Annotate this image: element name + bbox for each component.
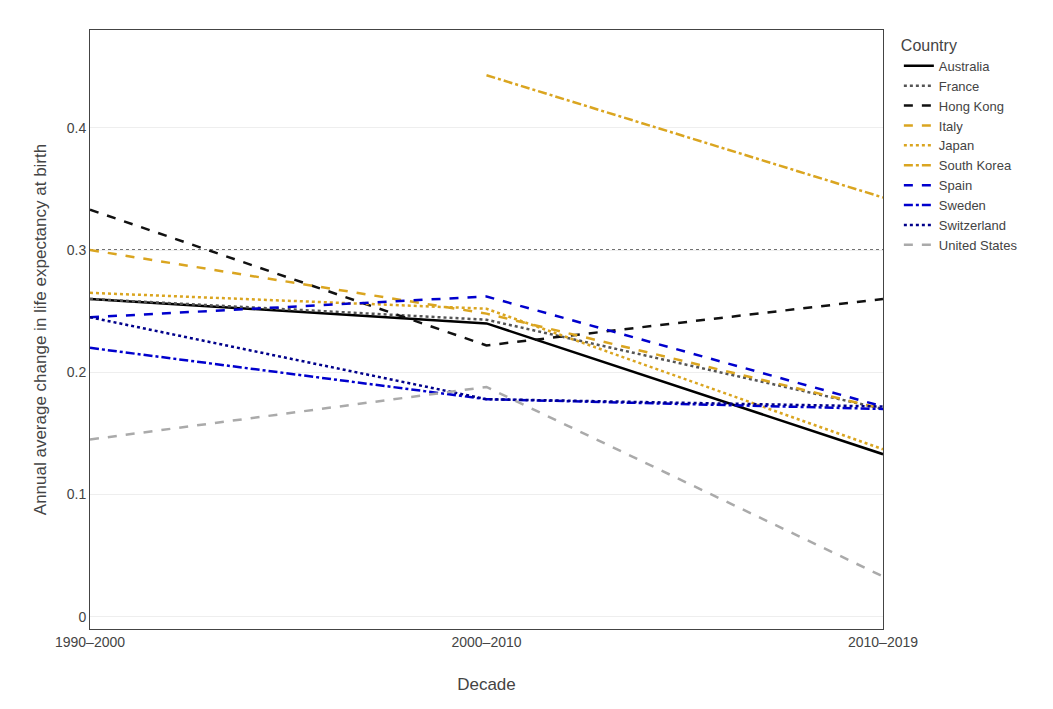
svg-text:United States: United States [939,238,1018,253]
svg-text:2000–2010: 2000–2010 [451,634,521,650]
svg-text:2010–2019: 2010–2019 [848,634,918,650]
svg-text:0.3: 0.3 [67,242,87,258]
svg-text:Spain: Spain [939,178,972,193]
svg-text:Annual average change in life: Annual average change in life expectancy… [31,144,50,515]
svg-text:Italy: Italy [939,119,963,134]
svg-text:Japan: Japan [939,138,974,153]
svg-text:Country: Country [901,37,957,54]
svg-text:Decade: Decade [457,675,516,694]
svg-text:0: 0 [78,609,86,625]
svg-text:Switzerland: Switzerland [939,218,1006,233]
svg-text:0.1: 0.1 [67,486,87,502]
svg-text:Sweden: Sweden [939,198,986,213]
svg-text:0.2: 0.2 [67,364,87,380]
svg-text:France: France [939,79,979,94]
svg-text:1990–2000: 1990–2000 [55,634,125,650]
svg-text:0.4: 0.4 [67,120,87,136]
svg-text:Australia: Australia [939,59,990,74]
svg-text:South Korea: South Korea [939,158,1012,173]
svg-text:Hong Kong: Hong Kong [939,99,1004,114]
